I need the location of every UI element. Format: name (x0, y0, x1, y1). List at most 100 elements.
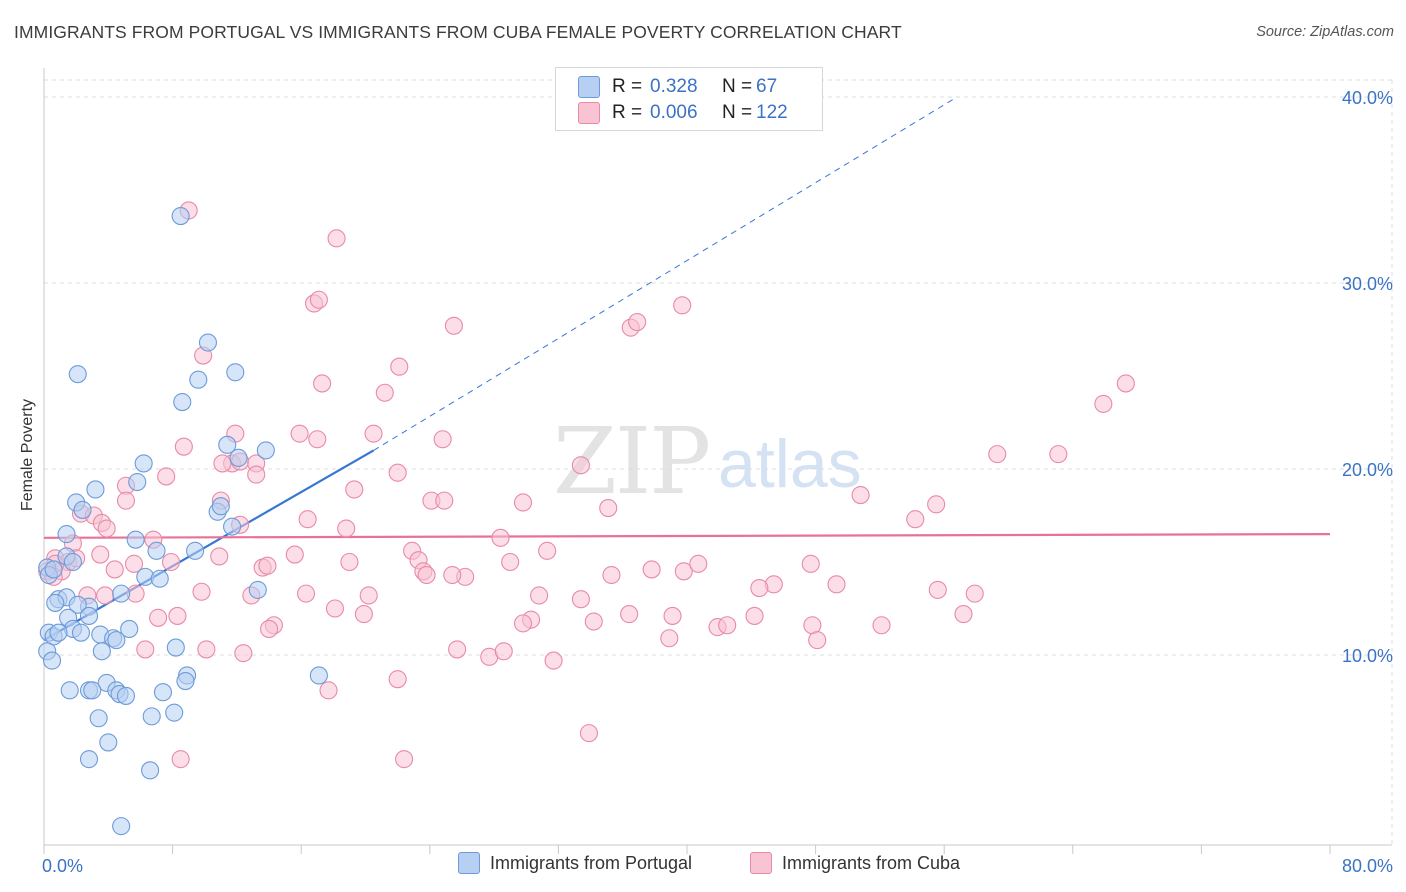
cuba-point (319, 681, 338, 700)
cuba-point (673, 296, 692, 315)
cuba-point (91, 545, 110, 564)
cuba-point (988, 445, 1007, 464)
legend-item-portugal: Immigrants from Portugal (458, 852, 692, 874)
portugal-point (229, 448, 248, 467)
stats-legend: R = 0.328 N = 67 R = 0.006 N = 122 (555, 67, 823, 131)
cuba-point (602, 565, 621, 585)
cuba-point (136, 640, 155, 659)
portugal-point (218, 435, 237, 454)
portugal-point (68, 595, 87, 614)
portugal-point (120, 619, 139, 639)
portugal-point (173, 392, 192, 412)
cuba-point (530, 586, 549, 605)
cuba-point (247, 465, 266, 484)
cuba-point (494, 642, 513, 661)
cuba-point (663, 606, 682, 625)
portugal-point (83, 681, 102, 700)
portugal-point (44, 560, 63, 579)
cuba-point (745, 606, 764, 625)
portugal-point (147, 541, 166, 560)
cuba-point (116, 491, 136, 510)
cuba-point (157, 467, 176, 486)
portugal-point (256, 441, 275, 460)
cuba-point (827, 575, 846, 594)
cuba-point (872, 616, 891, 635)
cuba-point (448, 640, 467, 659)
cuba-point (965, 584, 984, 603)
portugal-point (134, 454, 153, 473)
y-tick-label: 10.0% (1342, 646, 1393, 666)
portugal-point (112, 817, 131, 836)
cuba-point (620, 605, 639, 624)
cuba-point (285, 545, 304, 564)
cuba-point (105, 560, 124, 579)
portugal-point (42, 651, 62, 670)
portugal-swatch (578, 76, 600, 98)
cuba-point (258, 556, 277, 575)
cuba-point (309, 290, 328, 309)
cuba-point (213, 454, 232, 473)
cuba-point (149, 608, 168, 627)
cuba-point (327, 229, 346, 248)
cuba-point (290, 424, 309, 443)
data-points (38, 201, 1135, 836)
cuba-point (513, 493, 533, 512)
x-tick-label-max: 80.0% (1342, 856, 1393, 876)
portugal-point (57, 525, 76, 544)
portugal-point (153, 683, 173, 702)
portugal-point (171, 206, 190, 226)
portugal-point (92, 642, 111, 661)
legend-item-cuba: Immigrants from Cuba (750, 852, 960, 874)
cuba-point (1049, 445, 1068, 464)
legend-portugal-swatch (458, 852, 480, 874)
cuba-point (210, 547, 229, 566)
portugal-point (211, 497, 230, 516)
y-tick-label: 40.0% (1342, 88, 1393, 108)
x-tick-label-min: 0.0% (42, 856, 83, 876)
chart-title: IMMIGRANTS FROM PORTUGAL VS IMMIGRANTS F… (14, 22, 902, 42)
cuba-point (628, 313, 647, 332)
portugal-point (112, 584, 131, 603)
portugal-n-value: 67 (756, 76, 778, 97)
cuba-point (192, 582, 211, 601)
cuba-point (674, 562, 693, 581)
tick-labels: 10.0% 20.0% 30.0% 40.0% 0.0% 80.0% (42, 88, 1393, 876)
cuba-point (501, 552, 520, 572)
cuba-point (538, 541, 557, 560)
legend-cuba-label: Immigrants from Cuba (782, 852, 961, 873)
legend-row-portugal: R = 0.328 N = 67 (578, 75, 777, 99)
cuba-point (340, 552, 359, 572)
portugal-point (223, 517, 242, 536)
portugal-trend-line (43, 449, 375, 642)
cuba-point (388, 670, 407, 689)
cuba-point (161, 552, 181, 572)
portugal-point (71, 623, 91, 642)
cuba-point (954, 605, 973, 624)
cuba-point (298, 510, 317, 529)
watermark-atlas: atlas (718, 426, 862, 502)
portugal-point (141, 761, 160, 780)
portugal-trend-extension (373, 96, 958, 451)
source-label: Source: ZipAtlas.com (1256, 24, 1394, 40)
legend-portugal-label: Immigrants from Portugal (490, 852, 693, 873)
cuba-point (927, 495, 946, 514)
cuba-n-value: 122 (756, 102, 788, 123)
portugal-point (165, 703, 184, 722)
portugal-point (60, 681, 79, 700)
cuba-point (718, 616, 737, 635)
portugal-point (248, 580, 267, 599)
cuba-point (354, 605, 373, 624)
y-tick-label: 20.0% (1342, 460, 1393, 480)
cuba-point (234, 644, 253, 663)
cuba-point (395, 750, 414, 769)
cuba-r-label: R = (612, 102, 643, 123)
series-legend: Immigrants from Portugal Immigrants from… (0, 852, 1406, 876)
cuba-point (390, 357, 409, 376)
cuba-point (364, 424, 383, 443)
cuba-r-value: 0.006 (650, 102, 698, 123)
portugal-point (186, 541, 205, 560)
y-axis-label: Female Poverty (19, 398, 36, 512)
cuba-point (571, 456, 590, 475)
portugal-point (79, 606, 99, 625)
